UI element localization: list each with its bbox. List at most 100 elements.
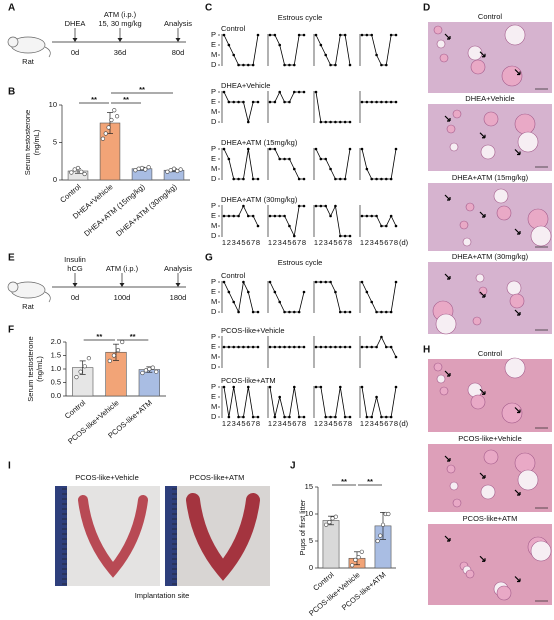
follicle bbox=[509, 293, 525, 309]
panel-label: H bbox=[423, 345, 430, 356]
data-point bbox=[168, 168, 173, 173]
cycle-point bbox=[288, 415, 291, 419]
data-point bbox=[143, 167, 148, 172]
x-tick-label: 3 bbox=[370, 238, 374, 247]
y-tick-label: M bbox=[211, 297, 217, 306]
rat-tail bbox=[44, 46, 51, 58]
y-tick-label: E bbox=[211, 287, 216, 296]
cycle-point bbox=[365, 345, 369, 349]
data-point bbox=[112, 108, 117, 113]
cycle-point bbox=[334, 345, 337, 349]
x-tick-label: 8 bbox=[302, 419, 306, 428]
follicle bbox=[465, 202, 475, 212]
cycle-point bbox=[278, 90, 282, 94]
data-point bbox=[378, 533, 383, 538]
cycle-point bbox=[278, 157, 282, 161]
event-day: 80d bbox=[172, 48, 185, 57]
cycle-point bbox=[251, 177, 255, 181]
cycle-point bbox=[278, 395, 282, 399]
data-point bbox=[111, 353, 117, 358]
x-tick-label: 2 bbox=[227, 238, 231, 247]
panel-label: C bbox=[205, 3, 212, 14]
cycle-point bbox=[256, 177, 260, 181]
data-point bbox=[74, 375, 79, 380]
cycle-point bbox=[273, 100, 277, 104]
x-tick-label: DHEA+ATM (30mg/kg) bbox=[114, 182, 179, 238]
x-tick-label: 6 bbox=[246, 238, 250, 247]
panel-label: B bbox=[8, 87, 15, 98]
y-tick-label: M bbox=[211, 221, 217, 230]
data-point bbox=[359, 549, 364, 554]
arrow bbox=[479, 211, 486, 218]
subject-label: Rat bbox=[22, 302, 35, 311]
data-point bbox=[333, 514, 338, 519]
y-tick-label: E bbox=[211, 392, 216, 401]
event-label: Analysis bbox=[164, 264, 192, 273]
x-axis-label: (d) bbox=[399, 238, 409, 247]
cycle-point bbox=[370, 345, 374, 349]
data-point bbox=[75, 165, 81, 171]
cycle-point bbox=[246, 290, 250, 294]
cycle-point bbox=[370, 100, 374, 104]
cycle-point bbox=[389, 177, 393, 181]
x-tick-label: 5 bbox=[241, 238, 245, 247]
cycle-point bbox=[292, 167, 296, 171]
arrow bbox=[444, 33, 451, 40]
arrow bbox=[514, 149, 521, 156]
cycle-point bbox=[268, 100, 272, 104]
x-tick-label: 5 bbox=[241, 419, 245, 428]
y-axis-label: Pups of first litter bbox=[298, 499, 307, 555]
y-tick-label: E bbox=[211, 154, 216, 163]
cycle-point bbox=[232, 177, 236, 181]
follicle bbox=[436, 39, 446, 49]
cycle-point bbox=[389, 33, 393, 37]
event-label: Insulin bbox=[64, 255, 86, 264]
x-tick-label: 3 bbox=[232, 238, 236, 247]
x-tick-label: 7 bbox=[389, 419, 393, 428]
y-tick-label: E bbox=[211, 40, 216, 49]
x-tick-label: 8 bbox=[256, 419, 260, 428]
cycle-line bbox=[362, 34, 396, 66]
cycle-point bbox=[338, 177, 342, 181]
y-tick-label: 5 bbox=[309, 536, 313, 545]
cycle-point bbox=[384, 63, 388, 67]
arrow bbox=[514, 407, 521, 414]
cycle-point bbox=[283, 157, 286, 161]
cycle-point bbox=[246, 385, 250, 389]
cycle-point bbox=[297, 415, 301, 419]
y-axis-label: (ng/mL) bbox=[32, 129, 41, 155]
x-tick-label: 7 bbox=[343, 419, 347, 428]
x-tick-label: 1 bbox=[222, 419, 226, 428]
cycle-point bbox=[237, 63, 240, 67]
cycle-point bbox=[329, 63, 332, 67]
data-point bbox=[178, 167, 183, 172]
cycle-point bbox=[222, 214, 226, 218]
cycle-point bbox=[273, 290, 277, 294]
cycle-point bbox=[222, 90, 226, 94]
cycle-point bbox=[319, 157, 323, 161]
y-tick-label: P bbox=[211, 277, 216, 286]
cycle-point bbox=[283, 63, 286, 67]
data-point bbox=[109, 117, 114, 123]
cycle-point bbox=[348, 63, 352, 67]
cycle-point bbox=[268, 385, 272, 389]
cycle-point bbox=[343, 345, 347, 349]
cycle-point bbox=[302, 415, 306, 419]
y-tick-label: P bbox=[211, 382, 216, 391]
cycle-point bbox=[375, 177, 378, 181]
chart-title: Estrous cycle bbox=[278, 258, 323, 267]
event-label: DHEA bbox=[65, 19, 86, 28]
x-tick-label: 2 bbox=[365, 419, 369, 428]
cycle-point bbox=[343, 33, 347, 37]
cycle-point bbox=[227, 43, 231, 47]
cycle-point bbox=[324, 157, 328, 161]
arrow bbox=[479, 472, 486, 479]
data-point bbox=[100, 136, 106, 141]
x-tick-label: 4 bbox=[374, 238, 378, 247]
x-tick-label: 3 bbox=[324, 419, 328, 428]
data-point bbox=[147, 366, 152, 372]
group-label: Control bbox=[221, 24, 246, 33]
cycle-point bbox=[283, 345, 286, 349]
data-point bbox=[103, 131, 108, 136]
follicle bbox=[480, 144, 496, 160]
